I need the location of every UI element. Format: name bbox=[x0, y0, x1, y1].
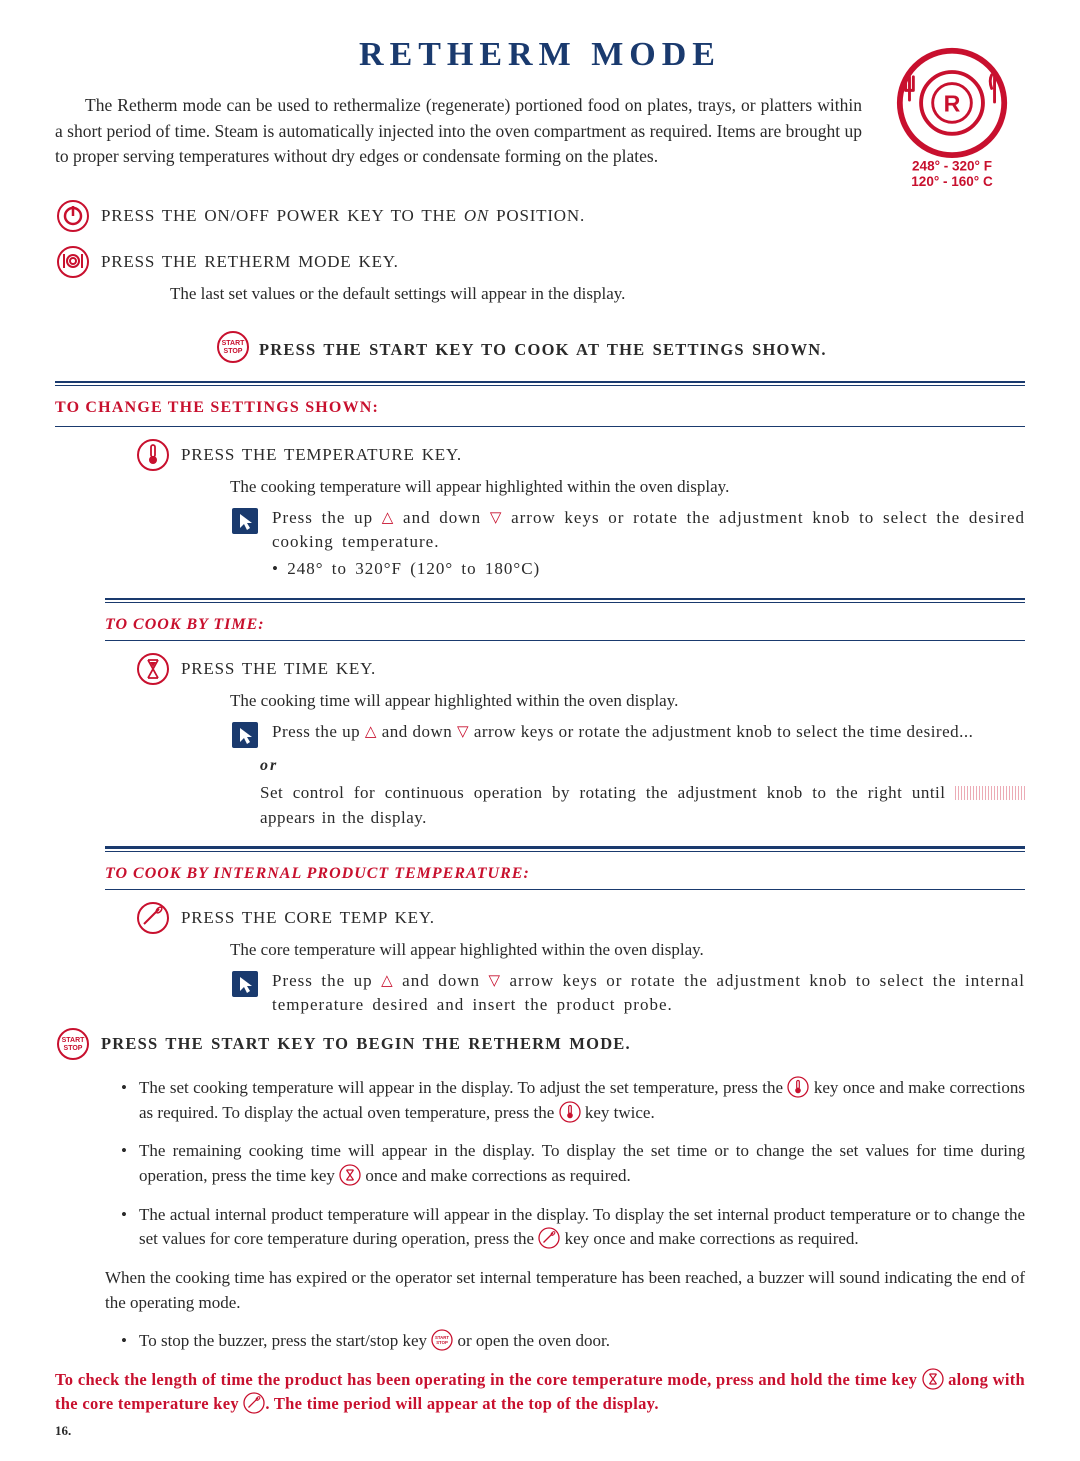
up-arrow-icon: △ bbox=[382, 508, 395, 530]
temp-sub: The cooking temperature will appear high… bbox=[230, 475, 1025, 500]
retherm-temp-c: 120° - 160° C bbox=[911, 174, 993, 188]
core-sub: The core temperature will appear highlig… bbox=[230, 938, 1025, 963]
temp-range: • 248° to 320°F (120° to 180°C) bbox=[272, 557, 1025, 582]
hourglass-icon bbox=[135, 651, 171, 687]
divider bbox=[105, 889, 1025, 890]
hourglass-icon bbox=[922, 1368, 944, 1390]
note-4: When the cooking time has expired or the… bbox=[105, 1266, 1025, 1315]
start-instruction-1: PRESS THE START KEY TO COOK AT THE SETTI… bbox=[259, 332, 827, 362]
intro-paragraph: The Retherm mode can be used to retherma… bbox=[55, 93, 862, 176]
probe-icon bbox=[135, 900, 171, 936]
thermometer-icon bbox=[135, 437, 171, 473]
divider bbox=[55, 426, 1025, 428]
divider bbox=[55, 381, 1025, 384]
cursor-icon bbox=[230, 506, 260, 536]
start-stop-icon bbox=[55, 1026, 91, 1062]
retherm-key-icon bbox=[55, 244, 91, 280]
down-arrow-icon: ▽ bbox=[457, 722, 469, 744]
down-arrow-icon: ▽ bbox=[490, 508, 503, 530]
power-icon bbox=[55, 198, 91, 234]
time-arrow-text: Press the up △ and down ▽ arrow keys or … bbox=[272, 720, 1025, 745]
up-arrow-icon: △ bbox=[381, 971, 394, 993]
thermometer-icon bbox=[787, 1076, 809, 1098]
note-2: The remaining cooking time will appear i… bbox=[125, 1139, 1025, 1188]
divider bbox=[105, 640, 1025, 641]
retherm-letter: R bbox=[944, 91, 961, 117]
down-arrow-icon: ▽ bbox=[488, 971, 501, 993]
temp-arrow-text: Press the up △ and down ▽ arrow keys or … bbox=[272, 506, 1025, 582]
divider bbox=[105, 598, 1025, 601]
page-number: 16. bbox=[55, 1422, 1025, 1441]
step-1: PRESS THE ON/OFF POWER KEY TO THE ON POS… bbox=[101, 198, 585, 229]
cook-by-core-heading: TO COOK BY INTERNAL PRODUCT TEMPERATURE: bbox=[105, 862, 1025, 885]
cursor-icon bbox=[230, 720, 260, 750]
step-2: PRESS THE RETHERM MODE KEY. bbox=[101, 244, 399, 275]
core-step: PRESS THE CORE TEMP KEY. bbox=[181, 900, 435, 931]
note-3: The actual internal product temperature … bbox=[125, 1203, 1025, 1252]
red-footnote: To check the length of time the product … bbox=[55, 1368, 1025, 1416]
probe-icon bbox=[538, 1227, 560, 1249]
step-2-sub: The last set values or the default setti… bbox=[170, 282, 1025, 307]
time-sub: The cooking time will appear highlighted… bbox=[230, 689, 1025, 714]
retherm-temp-f: 248° - 320° F bbox=[912, 159, 992, 174]
or-label: or bbox=[260, 754, 1025, 777]
start-stop-icon bbox=[431, 1329, 453, 1351]
change-settings-heading: TO CHANGE THE SETTINGS SHOWN: bbox=[55, 396, 1025, 419]
divider bbox=[55, 385, 1025, 386]
up-arrow-icon: △ bbox=[365, 722, 377, 744]
hourglass-icon bbox=[339, 1164, 361, 1186]
note-5: To stop the buzzer, press the start/stop… bbox=[125, 1329, 1025, 1354]
continuous-text: Set control for continuous operation by … bbox=[260, 781, 1025, 830]
cook-by-time-heading: TO COOK BY TIME: bbox=[105, 613, 1025, 636]
divider bbox=[105, 602, 1025, 603]
note-1: The set cooking temperature will appear … bbox=[125, 1076, 1025, 1125]
continuous-display-icon bbox=[955, 786, 1025, 800]
start-stop-icon bbox=[215, 329, 251, 365]
probe-icon bbox=[243, 1392, 265, 1414]
divider bbox=[105, 846, 1025, 849]
divider bbox=[105, 851, 1025, 852]
start-instruction-2: PRESS THE START KEY TO BEGIN THE RETHERM… bbox=[101, 1026, 631, 1056]
thermometer-icon bbox=[559, 1101, 581, 1123]
temp-step: PRESS THE TEMPERATURE KEY. bbox=[181, 437, 462, 468]
cursor-icon bbox=[230, 969, 260, 999]
retherm-badge-icon: R 248° - 320° F 120° - 160° C bbox=[880, 43, 1025, 188]
core-arrow-text: Press the up △ and down ▽ arrow keys or … bbox=[272, 969, 1025, 1018]
time-step: PRESS THE TIME KEY. bbox=[181, 651, 376, 682]
